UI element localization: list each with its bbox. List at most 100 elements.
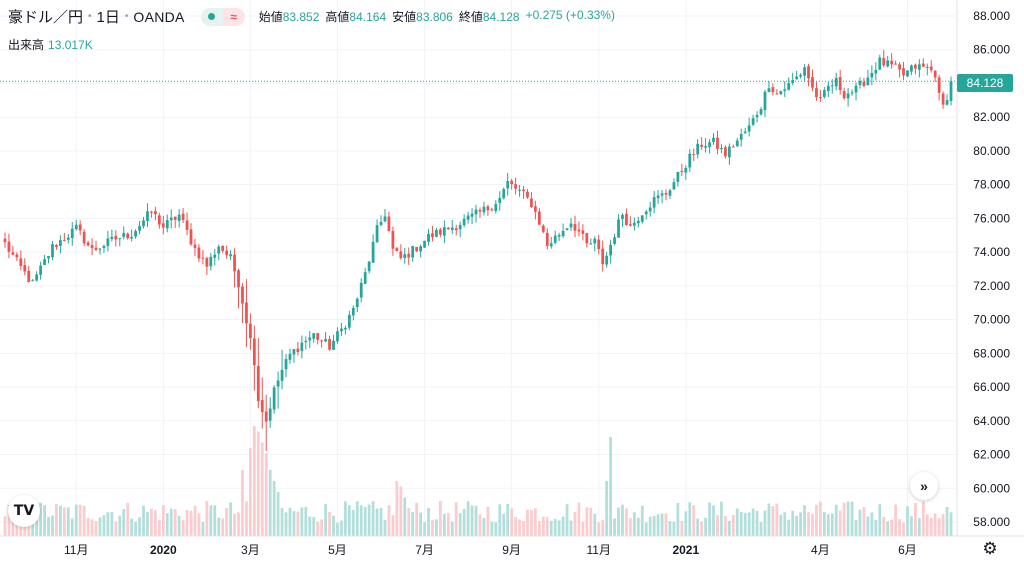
candle-body xyxy=(811,77,814,88)
candle-body xyxy=(676,171,680,182)
candle-body xyxy=(375,225,379,243)
tradingview-logo-icon[interactable]: TV xyxy=(8,495,40,527)
scroll-to-realtime-button[interactable]: » xyxy=(910,472,938,500)
candle-body xyxy=(486,206,490,211)
candle-body xyxy=(593,238,597,244)
interval-label[interactable]: 1日 xyxy=(96,9,120,26)
candle-body xyxy=(62,240,66,242)
candle-body xyxy=(775,93,779,95)
candle-body xyxy=(949,81,953,101)
candle-body xyxy=(692,154,696,156)
volume-bar xyxy=(498,504,502,536)
volume-bar xyxy=(708,502,711,536)
price-tick-label: 68.000 xyxy=(973,346,1010,360)
candle-body xyxy=(494,204,498,212)
volume-bar xyxy=(435,519,438,536)
volume-bar xyxy=(371,501,375,536)
candle-body xyxy=(522,189,525,192)
candle-body xyxy=(260,400,264,413)
volume-bar xyxy=(260,442,264,536)
volume-bar xyxy=(874,519,878,536)
volume-bar xyxy=(98,517,102,536)
volume-bar xyxy=(146,511,149,536)
candle-body xyxy=(747,125,751,132)
volume-bar xyxy=(652,515,656,536)
candle-body xyxy=(276,380,280,387)
candle-body xyxy=(541,225,545,232)
candle-body xyxy=(332,340,335,350)
candle-body xyxy=(355,298,359,308)
candle-body xyxy=(621,214,624,219)
candle-body xyxy=(815,88,818,98)
candle-body xyxy=(763,91,767,111)
volume-bar xyxy=(866,516,870,536)
candle-body xyxy=(347,314,351,328)
candle-body xyxy=(312,333,316,339)
candle-body xyxy=(252,338,256,366)
candle-body xyxy=(478,209,482,212)
candle-body xyxy=(19,258,23,266)
volume-bar xyxy=(114,521,118,536)
symbol-name[interactable]: 豪ドル／円 xyxy=(8,9,84,26)
volume-bar xyxy=(320,519,324,536)
volume-bar xyxy=(411,511,415,536)
separator-dot: • xyxy=(124,11,129,22)
volume-bar xyxy=(921,501,925,536)
volume-bar xyxy=(134,521,137,536)
volume-bar xyxy=(245,501,248,536)
candle-body xyxy=(154,211,157,215)
candle-body xyxy=(130,237,134,239)
volume-bar xyxy=(842,502,846,536)
volume-bar xyxy=(617,507,620,536)
close-value: 84.128 xyxy=(482,10,520,24)
volume-bar xyxy=(82,505,86,536)
volume-bar xyxy=(755,511,759,536)
volume-bar xyxy=(676,503,680,536)
candle-body xyxy=(807,66,810,79)
volume-bar xyxy=(237,512,240,536)
candle-body xyxy=(118,238,122,240)
volume-bar xyxy=(640,505,644,536)
volume-bar xyxy=(902,522,905,536)
volume-bar xyxy=(292,511,296,536)
volume-bar xyxy=(336,522,339,536)
volume-bar xyxy=(276,492,280,536)
volume-bar xyxy=(510,508,514,536)
candle-body xyxy=(70,228,74,239)
volume-bar xyxy=(573,512,577,536)
market-status-pill[interactable]: ≈ xyxy=(200,7,245,26)
volume-bar xyxy=(632,512,636,536)
candle-body xyxy=(217,246,221,254)
volume-bar xyxy=(249,448,252,536)
candle-body xyxy=(609,244,612,256)
candle-body xyxy=(874,69,878,74)
candle-body xyxy=(743,131,747,133)
candle-body xyxy=(169,217,173,221)
volume-bar xyxy=(545,517,549,536)
volume-bar xyxy=(609,437,612,536)
candle-body xyxy=(803,67,806,76)
volume-bar xyxy=(458,513,462,536)
volume-bar xyxy=(308,516,312,536)
candle-body xyxy=(316,333,320,340)
candle-body xyxy=(553,235,557,243)
candle-body xyxy=(371,241,375,263)
volume-bar xyxy=(593,513,597,536)
settings-button[interactable]: ⚙ xyxy=(980,539,1000,559)
volume-bar xyxy=(446,513,450,536)
volume-bar xyxy=(692,505,696,536)
candle-body xyxy=(86,242,90,246)
volume-bar xyxy=(110,511,114,536)
candle-body xyxy=(419,246,422,252)
volume-bar xyxy=(59,505,62,536)
candle-body xyxy=(470,213,474,217)
ohlc-values: 始値83.852 高値84.164 安値83.806 終値84.128 +0.2… xyxy=(259,8,615,25)
price-tick-label: 86.000 xyxy=(973,43,1010,57)
candle-body xyxy=(415,247,419,252)
volume-bars xyxy=(3,426,953,536)
candle-body xyxy=(146,211,149,221)
volume-bar xyxy=(450,521,454,536)
volume-bar xyxy=(70,518,74,536)
